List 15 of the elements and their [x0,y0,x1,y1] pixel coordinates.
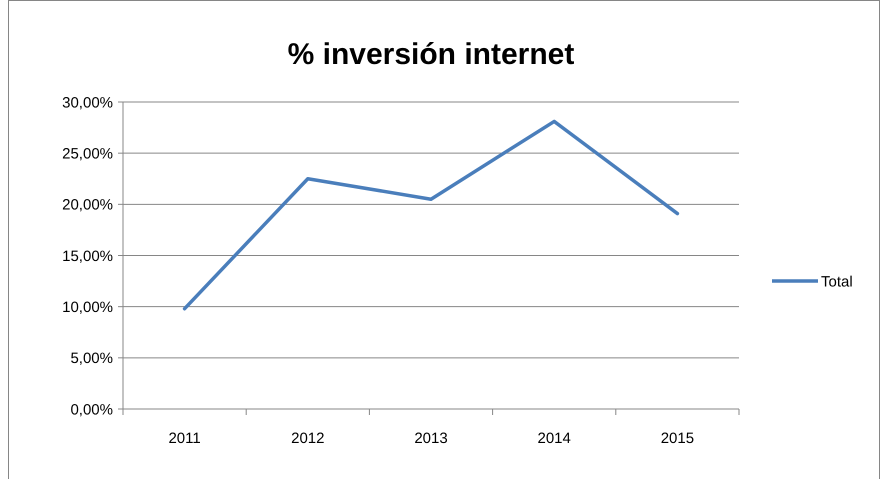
line-series [182,120,680,310]
y-tick-label: 15,00% [62,248,113,265]
legend-label: Total [821,273,853,290]
x-tick-label: 2014 [538,430,571,447]
y-tick-label: 20,00% [62,196,113,214]
x-tick-label: 2015 [660,430,694,447]
x-tick-label: 2011 [168,430,201,447]
chart-title: % inversión internet [288,38,574,71]
y-tick-label: 5,00% [70,350,113,368]
y-tick-label: 0,00% [70,401,113,418]
x-tick-label: 2013 [414,430,448,447]
x-tick-label: 2012 [291,430,324,447]
y-tick-label: 10,00% [62,298,113,316]
y-tick-label: 30,00% [62,94,113,112]
y-tick-label: 25,00% [62,145,113,162]
